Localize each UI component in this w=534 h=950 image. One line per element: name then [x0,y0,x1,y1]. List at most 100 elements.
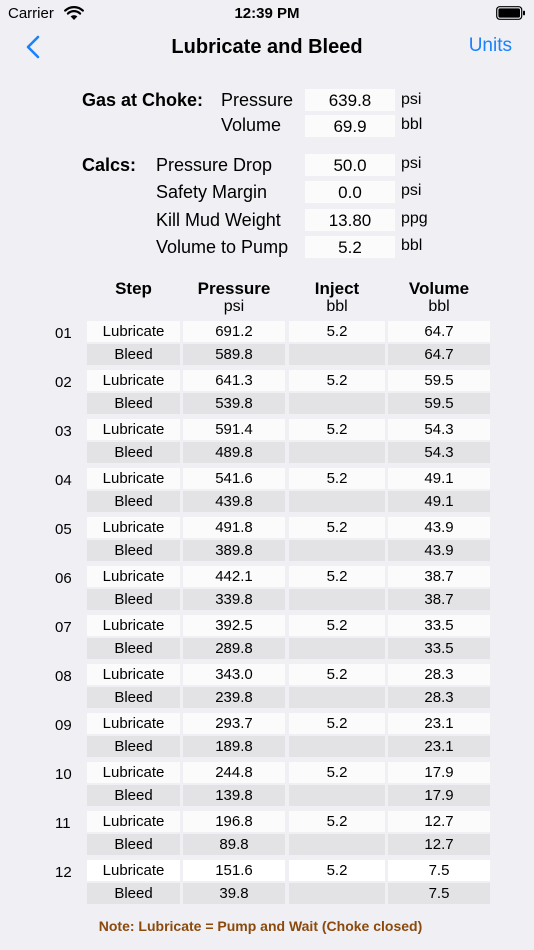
bleed-inject-empty [289,491,385,512]
lubricate-cell: Lubricate [87,860,180,881]
inject-volume: 5.2 [289,615,385,636]
step-number: 02 [55,374,72,391]
bleed-inject-empty [289,883,385,904]
inject-volume: 5.2 [289,713,385,734]
bleed-pressure: 139.8 [183,785,285,806]
lubricate-cell: Lubricate [87,664,180,685]
bleed-pressure: 489.8 [183,442,285,463]
bleed-volume: 38.7 [388,589,490,610]
bleed-pressure: 439.8 [183,491,285,512]
lubricate-pressure: 541.6 [183,468,285,489]
step-number: 06 [55,570,72,587]
pressure-drop-unit: psi [401,155,422,172]
bleed-pressure: 389.8 [183,540,285,561]
lubricate-cell: Lubricate [87,370,180,391]
units-button[interactable]: Units [468,35,512,56]
inject-volume: 5.2 [289,419,385,440]
status-bar: Carrier 12:39 PM [0,0,534,28]
bleed-cell: Bleed [87,540,180,561]
gas-pressure-label: Pressure [221,90,294,110]
bleed-inject-empty [289,785,385,806]
lubricate-volume: 17.9 [388,762,490,783]
table-row: 12 Lubricate 151.6 5.2 7.5 Bleed 39.8 7.… [0,859,534,908]
table-row: 07 Lubricate 392.5 5.2 33.5 Bleed 289.8 … [0,614,534,663]
chevron-left-icon [26,35,40,59]
bleed-volume: 23.1 [388,736,490,757]
header-volume: Volume [408,279,470,298]
inject-volume: 5.2 [289,664,385,685]
bleed-inject-empty [289,344,385,365]
bleed-cell: Bleed [87,442,180,463]
table-row: 11 Lubricate 196.8 5.2 12.7 Bleed 89.8 1… [0,810,534,859]
lubricate-volume: 38.7 [388,566,490,587]
steps-table: 01 Lubricate 691.2 5.2 64.7 Bleed 589.8 … [0,320,534,908]
lubricate-pressure: 244.8 [183,762,285,783]
bleed-inject-empty [289,589,385,610]
lubricate-cell: Lubricate [87,419,180,440]
bleed-volume: 49.1 [388,491,490,512]
lubricate-cell: Lubricate [87,615,180,636]
inject-volume: 5.2 [289,566,385,587]
lubricate-cell: Lubricate [87,321,180,342]
inject-volume: 5.2 [289,860,385,881]
lubricate-pressure: 442.1 [183,566,285,587]
navigation-bar: Lubricate and Bleed Units [0,28,534,68]
table-row: 03 Lubricate 591.4 5.2 54.3 Bleed 489.8 … [0,418,534,467]
lubricate-pressure: 196.8 [183,811,285,832]
header-inject-unit: bbl [326,298,348,315]
inject-volume: 5.2 [289,762,385,783]
table-row: 05 Lubricate 491.8 5.2 43.9 Bleed 389.8 … [0,516,534,565]
bleed-cell: Bleed [87,344,180,365]
table-row: 10 Lubricate 244.8 5.2 17.9 Bleed 139.8 … [0,761,534,810]
step-number: 03 [55,423,72,440]
bleed-cell: Bleed [87,589,180,610]
lubricate-pressure: 151.6 [183,860,285,881]
lubricate-pressure: 491.8 [183,517,285,538]
gas-at-choke-heading: Gas at Choke: [82,90,204,110]
volume-to-pump-label: Volume to Pump [156,237,289,257]
wifi-icon [64,6,84,26]
clock: 12:39 PM [234,5,300,22]
back-button[interactable] [20,32,50,62]
lubricate-pressure: 641.3 [183,370,285,391]
bleed-inject-empty [289,442,385,463]
bleed-cell: Bleed [87,491,180,512]
step-number: 04 [55,472,72,489]
bleed-pressure: 239.8 [183,687,285,708]
volume-to-pump-unit: bbl [401,237,423,254]
table-row: 09 Lubricate 293.7 5.2 23.1 Bleed 189.8 … [0,712,534,761]
gas-pressure-value: 639.8 [305,89,395,111]
bleed-cell: Bleed [87,638,180,659]
step-number: 01 [55,325,72,342]
inject-volume: 5.2 [289,468,385,489]
lubricate-pressure: 293.7 [183,713,285,734]
lubricate-cell: Lubricate [87,762,180,783]
kill-mud-weight-value: 13.80 [305,209,395,231]
lubricate-volume: 33.5 [388,615,490,636]
bleed-volume: 54.3 [388,442,490,463]
safety-margin-label: Safety Margin [156,182,268,202]
gas-pressure-unit: psi [401,91,422,108]
bleed-volume: 33.5 [388,638,490,659]
inject-volume: 5.2 [289,517,385,538]
safety-margin-value: 0.0 [305,181,395,203]
lubricate-volume: 49.1 [388,468,490,489]
lubricate-volume: 23.1 [388,713,490,734]
bleed-pressure: 339.8 [183,589,285,610]
step-number: 07 [55,619,72,636]
inject-volume: 5.2 [289,321,385,342]
safety-margin-unit: psi [401,182,422,199]
bleed-inject-empty [289,687,385,708]
step-number: 08 [55,668,72,685]
bleed-cell: Bleed [87,785,180,806]
calcs-heading: Calcs: [82,155,137,175]
lubricate-cell: Lubricate [87,566,180,587]
bleed-inject-empty [289,736,385,757]
bleed-volume: 7.5 [388,883,490,904]
lubricate-pressure: 691.2 [183,321,285,342]
lubricate-volume: 12.7 [388,811,490,832]
lubricate-volume: 43.9 [388,517,490,538]
bleed-inject-empty [289,540,385,561]
bleed-inject-empty [289,393,385,414]
bleed-cell: Bleed [87,393,180,414]
